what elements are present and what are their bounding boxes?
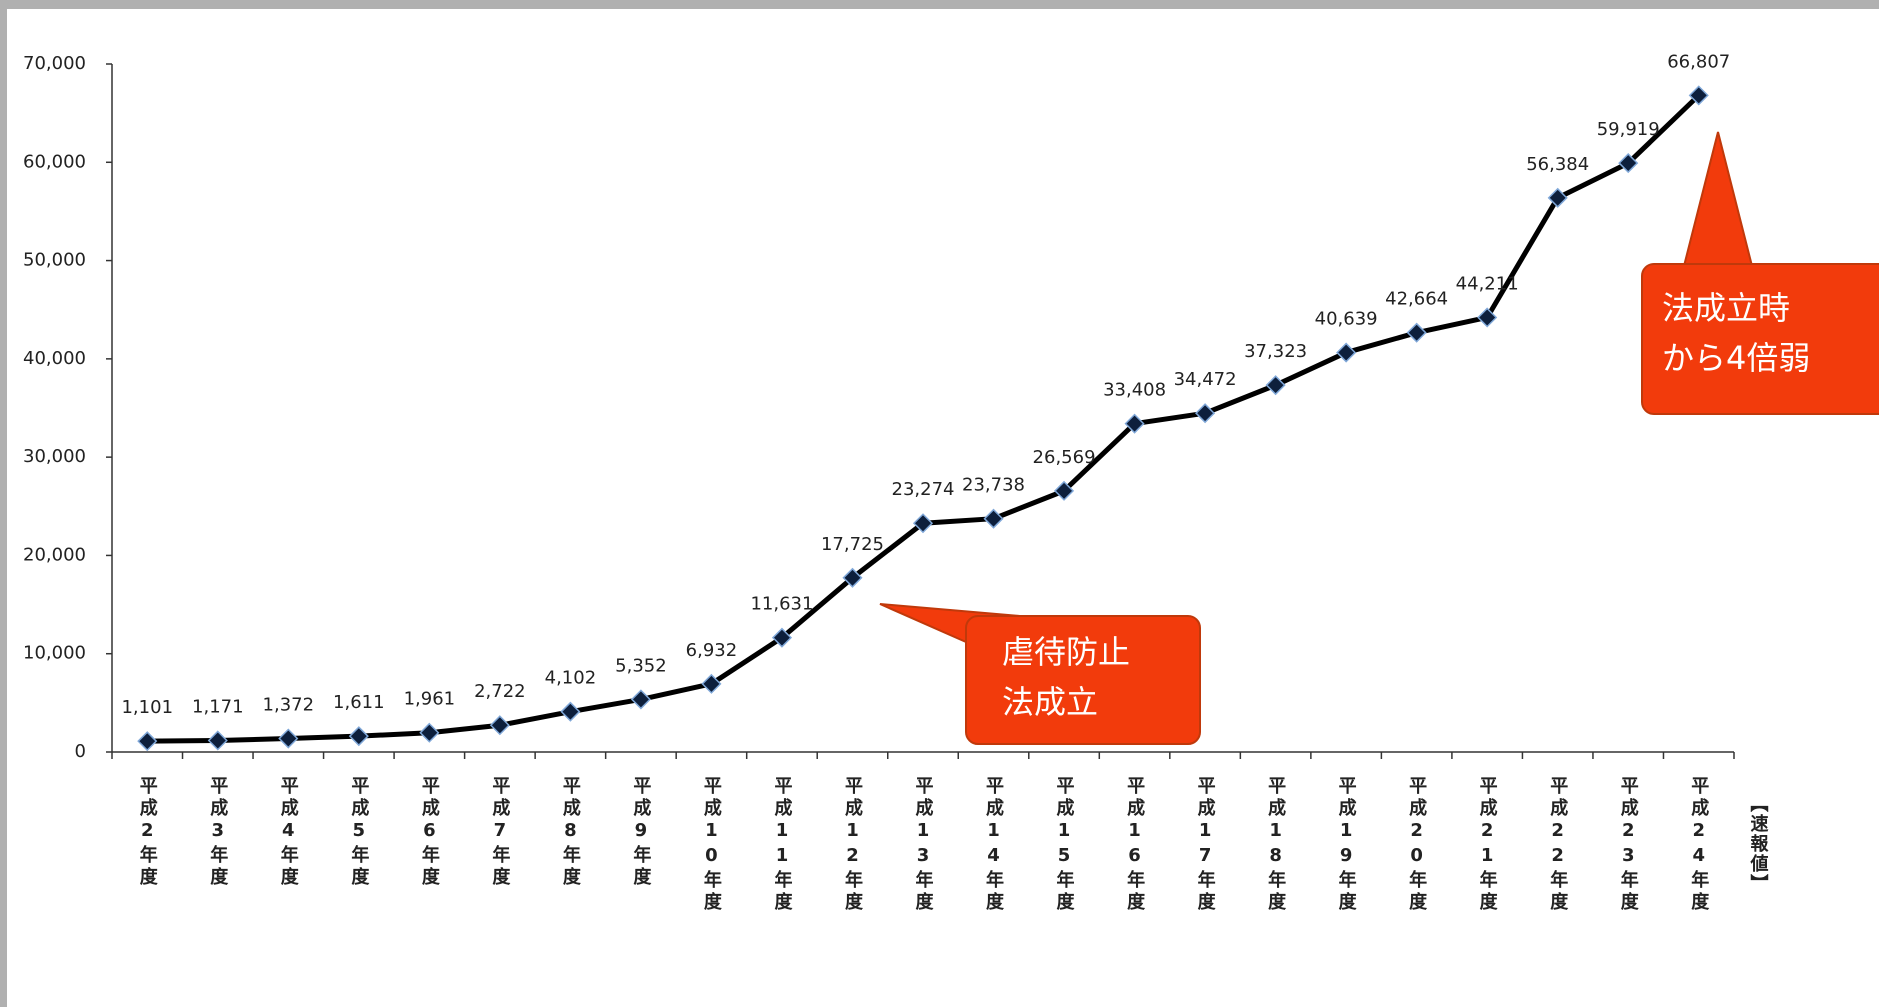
marker [348,726,369,747]
x-tick-label: 平成2年度 [137,776,158,889]
x-tick-label: 平成13年度 [913,776,934,914]
x-tick-label: 平成14年度 [983,776,1004,914]
line [147,93,1701,744]
x-tick-label: 平成8年度 [560,776,581,889]
y-tick-label: 30,000 [23,446,86,467]
value-label: 1,611 [333,692,385,713]
value-label: 33,408 [1103,380,1166,401]
marker [1477,307,1498,328]
value-label: 1,372 [263,695,315,716]
x-tick-label: 平成24年度 [1688,776,1709,914]
y-tick-label: 0 [75,741,86,762]
marker [419,722,440,743]
x-tick-label: 平成5年度 [348,776,369,889]
value-label: 2,722 [474,681,526,702]
marker [1406,322,1427,343]
callout-pointer [1682,131,1754,267]
value-label: 1,171 [192,696,244,717]
value-label: 59,919 [1597,119,1660,140]
value-label: 26,569 [1033,447,1096,468]
note: 【速報値】 [1748,794,1770,894]
value-label: 5,352 [615,655,667,676]
marker [1336,342,1357,363]
marker [771,627,793,648]
marker [1124,413,1145,434]
value-label: 44,211 [1456,273,1519,294]
x-tick-label: 平成23年度 [1618,776,1639,914]
value-label: 56,384 [1526,154,1589,175]
x-tick-label: 平成15年度 [1054,776,1075,914]
marker [489,715,510,736]
callout-text: から4倍弱 [1662,339,1810,377]
value-label: 11,631 [750,594,813,615]
value-label: 6,932 [686,640,738,661]
x-tick-label: 平成6年度 [419,776,440,889]
marker [278,728,299,749]
marker [912,513,934,534]
value-label: 66,807 [1667,51,1730,72]
value-label: 23,274 [892,479,955,500]
callout-box [1641,263,1879,415]
x-tick-label: 平成9年度 [630,776,651,889]
x-tick-label: 平成20年度 [1406,776,1427,914]
x-tick-label: 平成19年度 [1336,776,1357,914]
value-label: 42,664 [1385,289,1448,310]
value-label: 4,102 [545,668,597,689]
x-tick-label: 平成4年度 [278,776,299,889]
callout-text: 法成立 [1002,683,1098,721]
y-tick-label: 20,000 [23,544,86,565]
x-tick-label: 平成18年度 [1265,776,1286,914]
y-tick-label: 10,000 [23,643,86,664]
callout-text: 虐待防止 [1002,633,1130,671]
marker [1195,403,1216,424]
x-tick-label: 平成22年度 [1547,776,1568,914]
x-tick-label: 平成7年度 [489,776,510,889]
value-label: 37,323 [1244,341,1307,362]
callout-text: 法成立時 [1662,289,1790,327]
marker [701,673,722,694]
y-tick-label: 40,000 [23,348,86,369]
y-tick-label: 70,000 [23,53,86,74]
marker [842,567,863,588]
x-tick-label: 平成3年度 [207,776,228,889]
marker [1547,187,1568,208]
value-label: 17,725 [821,534,884,555]
x-tick-label: 平成17年度 [1195,776,1216,914]
marker [1688,85,1709,106]
x-tick-label: 平成10年度 [701,776,722,914]
marker [983,508,1004,529]
value-label: 40,639 [1315,309,1378,330]
x-tick-label: 平成11年度 [771,776,792,914]
value-label: 1,961 [404,689,456,710]
value-label: 23,738 [962,475,1025,496]
x-tick-label: 平成21年度 [1477,776,1498,914]
marker [1053,480,1075,501]
value-label: 1,101 [121,697,173,718]
y-tick-label: 60,000 [23,151,86,172]
marker [137,731,158,752]
x-tick-label: 平成12年度 [842,776,863,914]
value-label: 34,472 [1174,369,1237,390]
marker [207,730,228,751]
y-tick-label: 50,000 [23,250,86,271]
x-tick-label: 平成16年度 [1124,776,1145,914]
marker [630,689,651,710]
marker [560,701,581,722]
marker [1265,375,1286,396]
callout-box [965,615,1201,745]
marker [1618,153,1639,174]
